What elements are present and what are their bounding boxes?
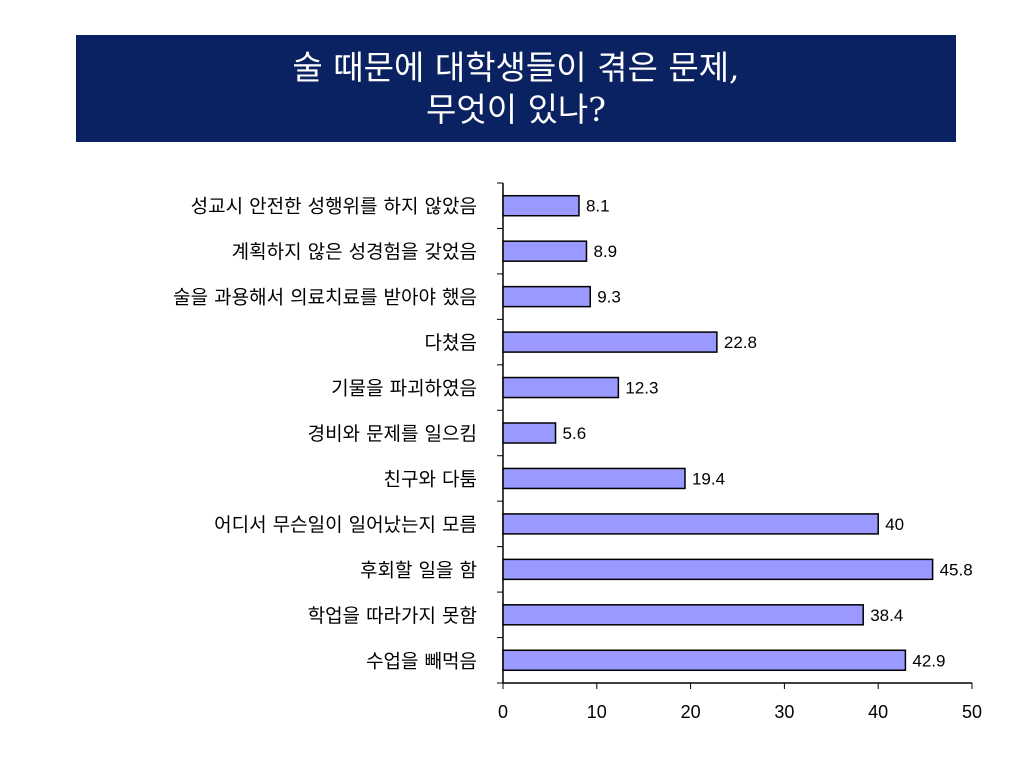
category-label: 기물을 파괴하였음 bbox=[331, 378, 477, 400]
category-label: 학업을 따라가지 못함 bbox=[308, 605, 477, 627]
data-label: 38.4 bbox=[870, 606, 903, 625]
category-label: 다쳤음 bbox=[425, 332, 477, 354]
x-tick-label: 50 bbox=[962, 702, 982, 722]
category-label: 계획하지 않은 성경험을 갖었음 bbox=[232, 241, 477, 263]
category-label: 경비와 문제를 일으킴 bbox=[308, 423, 477, 445]
chart-title-line-1: 술 때문에 대학생들이 겪은 문제, bbox=[292, 47, 740, 87]
bar bbox=[502, 194, 580, 217]
category-label: 후회할 일을 함 bbox=[360, 559, 477, 581]
data-label: 42.9 bbox=[912, 651, 945, 670]
category-label: 어디서 무슨일이 일어났는지 모름 bbox=[214, 514, 477, 536]
x-tick-label: 40 bbox=[868, 702, 888, 722]
data-label: 8.9 bbox=[593, 242, 617, 261]
data-label: 8.1 bbox=[586, 197, 610, 216]
bar bbox=[502, 331, 718, 353]
category-label: 친구와 다툼 bbox=[384, 468, 477, 490]
category-label: 술을 과용해서 의료치료를 받아야 했음 bbox=[173, 287, 477, 309]
bar bbox=[502, 240, 588, 262]
bar bbox=[502, 467, 686, 490]
data-label: 22.8 bbox=[724, 333, 757, 352]
bar bbox=[502, 513, 879, 535]
x-tick-label: 10 bbox=[587, 702, 607, 722]
x-tick-label: 20 bbox=[681, 702, 701, 722]
data-label: 40 bbox=[885, 515, 904, 534]
chart-title: 술 때문에 대학생들이 겪은 문제, 무엇이 있나? bbox=[76, 35, 956, 142]
bar bbox=[502, 422, 557, 444]
data-label: 19.4 bbox=[692, 469, 725, 488]
bar bbox=[502, 285, 591, 308]
data-label: 9.3 bbox=[597, 288, 621, 307]
bar bbox=[502, 604, 864, 626]
data-label: 45.8 bbox=[940, 560, 973, 579]
chart-title-line-2: 무엇이 있나? bbox=[426, 89, 606, 129]
bar bbox=[502, 649, 907, 672]
x-tick-label: 30 bbox=[774, 702, 794, 722]
category-label: 성교시 안전한 성행위를 하지 않았음 bbox=[191, 196, 477, 218]
data-label: 5.6 bbox=[563, 424, 587, 443]
x-tick-label: 0 bbox=[498, 702, 508, 722]
bar bbox=[502, 376, 620, 399]
bar bbox=[502, 558, 934, 581]
data-label: 12.3 bbox=[625, 379, 658, 398]
category-label: 수업을 빼먹음 bbox=[366, 650, 477, 672]
